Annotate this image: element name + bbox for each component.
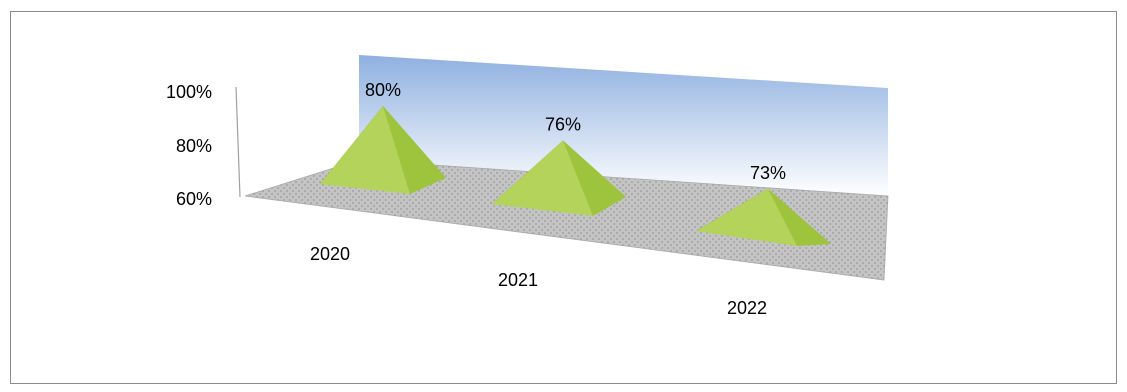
y-tick-label: 60% <box>176 189 212 209</box>
pyramid-face-front-left <box>696 188 797 246</box>
back-wall <box>359 55 888 196</box>
data-label: 76% <box>545 115 581 135</box>
category-label: 2022 <box>727 298 767 318</box>
pyramid-face-front-right <box>768 188 831 246</box>
pyramid-face-front-left <box>492 140 593 216</box>
value-axis-line <box>235 86 241 198</box>
pyramid-face-front-right <box>383 106 446 194</box>
pyramid-face-front-left <box>320 106 410 194</box>
pyramid-face-front-right <box>563 140 626 216</box>
category-label: 2021 <box>498 270 538 290</box>
category-label: 2020 <box>310 244 350 264</box>
y-tick-label: 100% <box>166 82 212 102</box>
data-label: 80% <box>365 80 401 100</box>
data-label: 73% <box>750 163 786 183</box>
y-tick-label: 80% <box>176 136 212 156</box>
